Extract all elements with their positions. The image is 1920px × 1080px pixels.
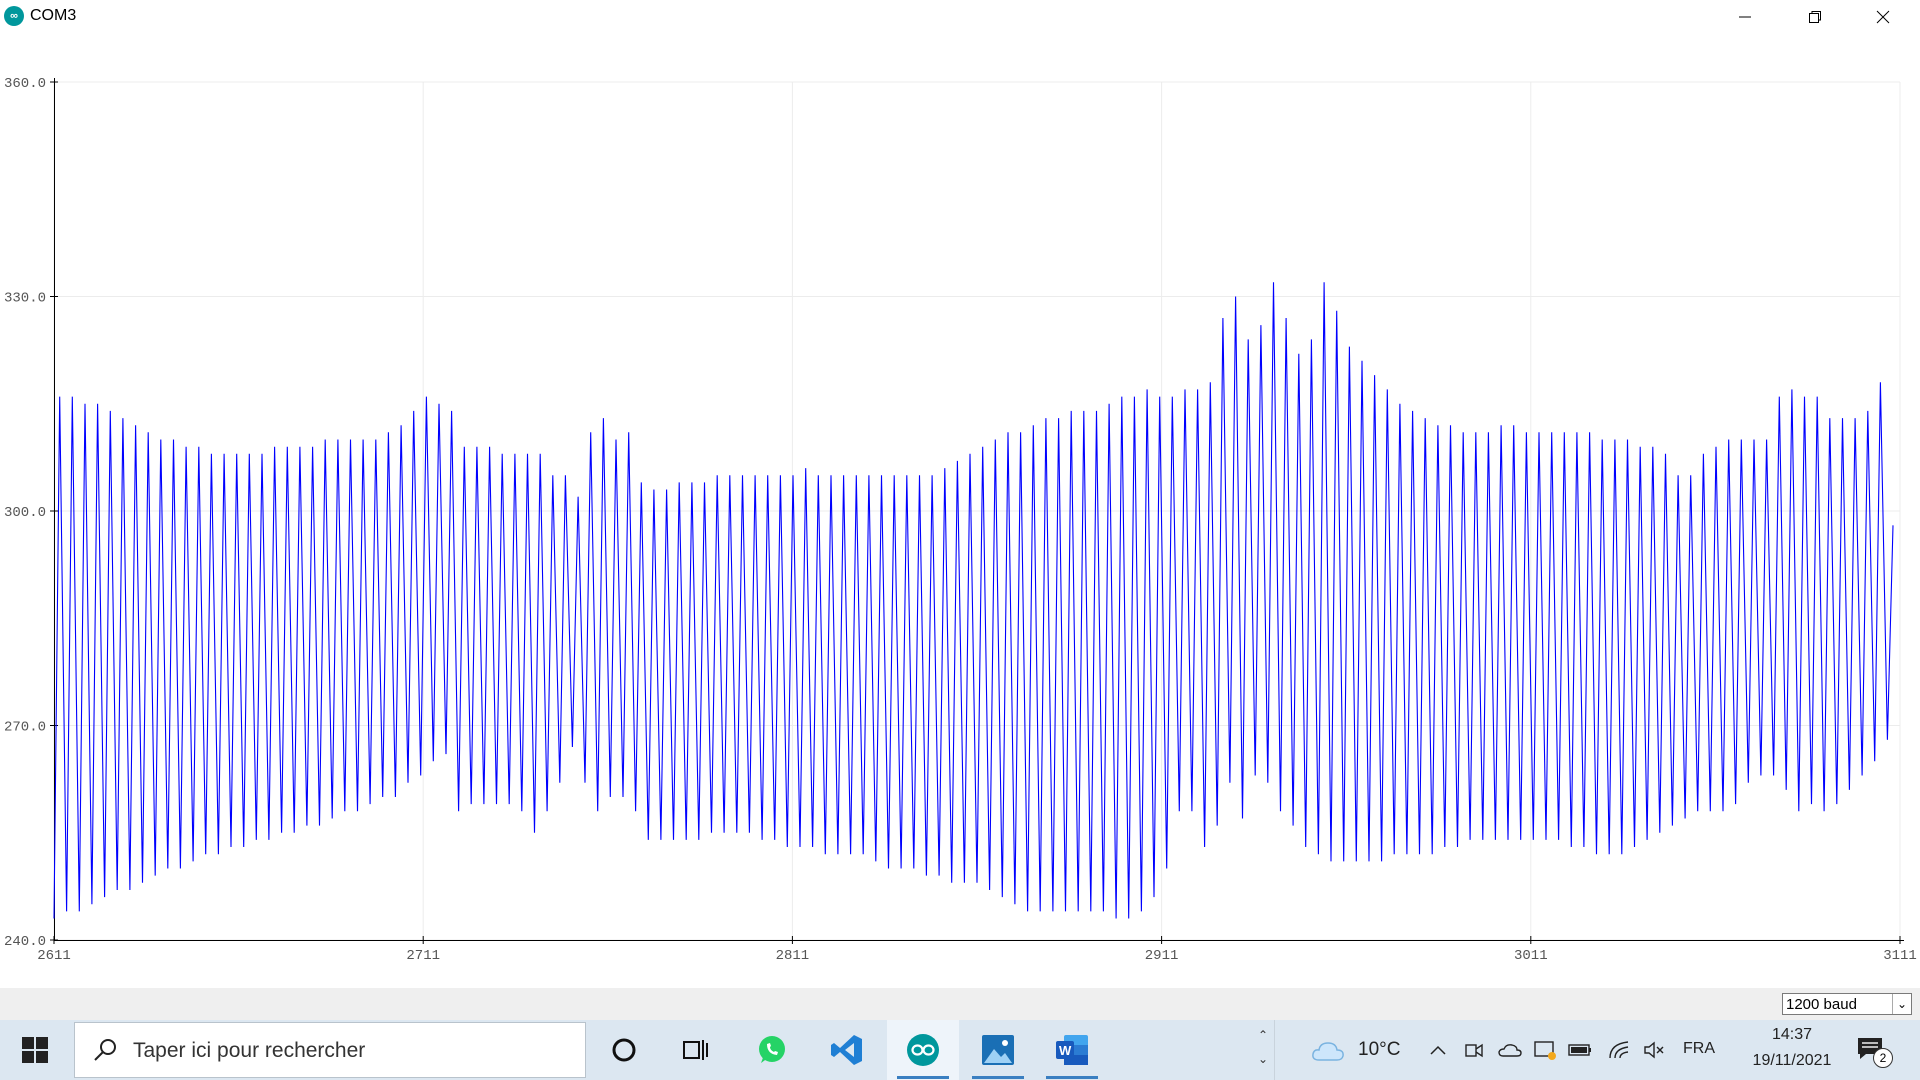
close-icon [1876, 10, 1890, 24]
wifi-icon[interactable] [1605, 1036, 1633, 1064]
tray-separator [1274, 1020, 1275, 1080]
x-tick-label: 3011 [1514, 948, 1548, 964]
vscode-button[interactable] [811, 1020, 883, 1080]
chevron-up-icon: ⌃ [1257, 1028, 1269, 1042]
chevron-down-icon: ⌄ [1892, 994, 1911, 1014]
chevron-down-icon: ⌄ [1257, 1052, 1269, 1066]
title-bar: ∞ COM3 [0, 0, 1920, 34]
task-view-icon [683, 1040, 708, 1060]
restore-icon [1809, 11, 1821, 23]
arduino-icon: ∞ [4, 6, 24, 26]
windows-icon [22, 1037, 48, 1063]
whatsapp-button[interactable] [736, 1020, 808, 1080]
serial-plotter-chart: 240.0 270.0 300.0 330.0 360.0 2611 2711 2811 291… [4, 76, 1917, 964]
x-tick-label: 2711 [406, 948, 440, 964]
photos-button[interactable] [962, 1020, 1034, 1080]
chevron-up-icon[interactable] [1424, 1036, 1452, 1064]
y-tick-label: 240.0 [4, 934, 46, 950]
weather-cloud-icon[interactable] [1310, 1036, 1346, 1064]
x-tick-label: 3111 [1883, 948, 1917, 964]
x-tick-label: 2811 [776, 948, 810, 964]
clock-date[interactable]: 19/11/2021 [1752, 1052, 1832, 1069]
weather-temperature[interactable]: 10°C [1358, 1039, 1401, 1060]
meet-now-icon[interactable] [1460, 1036, 1488, 1064]
search-icon [94, 1039, 116, 1061]
series-line [53, 282, 1894, 919]
close-button[interactable] [1848, 0, 1918, 34]
y-tick-label: 300.0 [4, 505, 46, 521]
search-box[interactable]: Taper ici pour rechercher [74, 1022, 586, 1078]
whatsapp-icon [759, 1036, 785, 1063]
cortana-button[interactable] [588, 1020, 660, 1080]
action-center-button[interactable]: 2 [1856, 1034, 1896, 1068]
y-tick-label: 330.0 [4, 291, 46, 307]
x-tick-label: 2911 [1145, 948, 1179, 964]
window-title: COM3 [30, 7, 77, 24]
plotter-controls: 1200 baud ⌄ [0, 988, 1920, 1020]
start-button[interactable] [0, 1020, 70, 1080]
onedrive-icon[interactable] [1496, 1036, 1524, 1064]
baud-rate-value: 1200 baud [1786, 996, 1857, 1013]
vscode-icon [831, 1035, 862, 1065]
sync-alert-icon[interactable] [1531, 1036, 1559, 1064]
taskbar-scroll[interactable]: ⌃ ⌄ [1252, 1020, 1274, 1080]
photos-icon [982, 1035, 1014, 1065]
baud-rate-select[interactable]: 1200 baud ⌄ [1782, 993, 1912, 1015]
volume-muted-icon[interactable] [1640, 1036, 1668, 1064]
input-language[interactable]: FRA [1683, 1040, 1715, 1057]
arduino-icon [907, 1034, 939, 1066]
word-icon: W [1056, 1035, 1088, 1065]
arduino-taskbar-button[interactable] [887, 1020, 959, 1080]
notification-count: 2 [1873, 1048, 1893, 1068]
search-placeholder: Taper ici pour rechercher [133, 1039, 366, 1062]
clock-time[interactable]: 14:37 [1771, 1026, 1813, 1043]
y-tick-label: 270.0 [4, 720, 46, 736]
taskbar: Taper ici pour rechercher W [0, 1020, 1920, 1080]
cortana-icon [612, 1038, 636, 1062]
word-button[interactable]: W [1036, 1020, 1108, 1080]
task-view-button[interactable] [660, 1020, 732, 1080]
minimize-icon [1739, 16, 1751, 18]
battery-icon[interactable] [1566, 1036, 1594, 1064]
minimize-button[interactable] [1710, 0, 1780, 34]
x-tick-label: 2611 [37, 948, 71, 964]
svg-text:W: W [1059, 1043, 1072, 1058]
restore-button[interactable] [1780, 0, 1850, 34]
y-tick-label: 360.0 [4, 76, 46, 92]
